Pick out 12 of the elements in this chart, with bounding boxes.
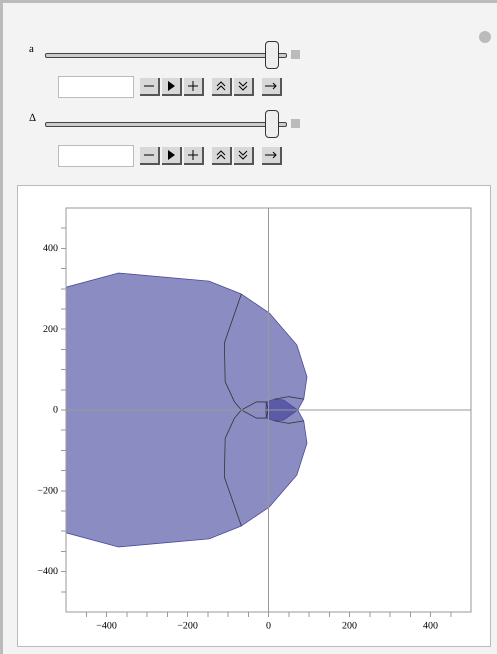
text: Δ — [29, 112, 36, 124]
x-tick-label: −400 — [96, 620, 117, 632]
x-tick-label: 0 — [266, 620, 271, 632]
y-tick-label: 200 — [43, 324, 58, 335]
text: a — [29, 43, 34, 55]
y-tick-label: 0 — [53, 404, 58, 416]
x-tick-label: 200 — [342, 620, 357, 632]
y-tick-label: −400 — [37, 566, 58, 578]
x-tick-label: 400 — [423, 620, 438, 632]
y-tick-label: 400 — [43, 243, 58, 254]
y-tick-label: −200 — [37, 485, 58, 496]
x-tick-label: −200 — [177, 620, 198, 632]
